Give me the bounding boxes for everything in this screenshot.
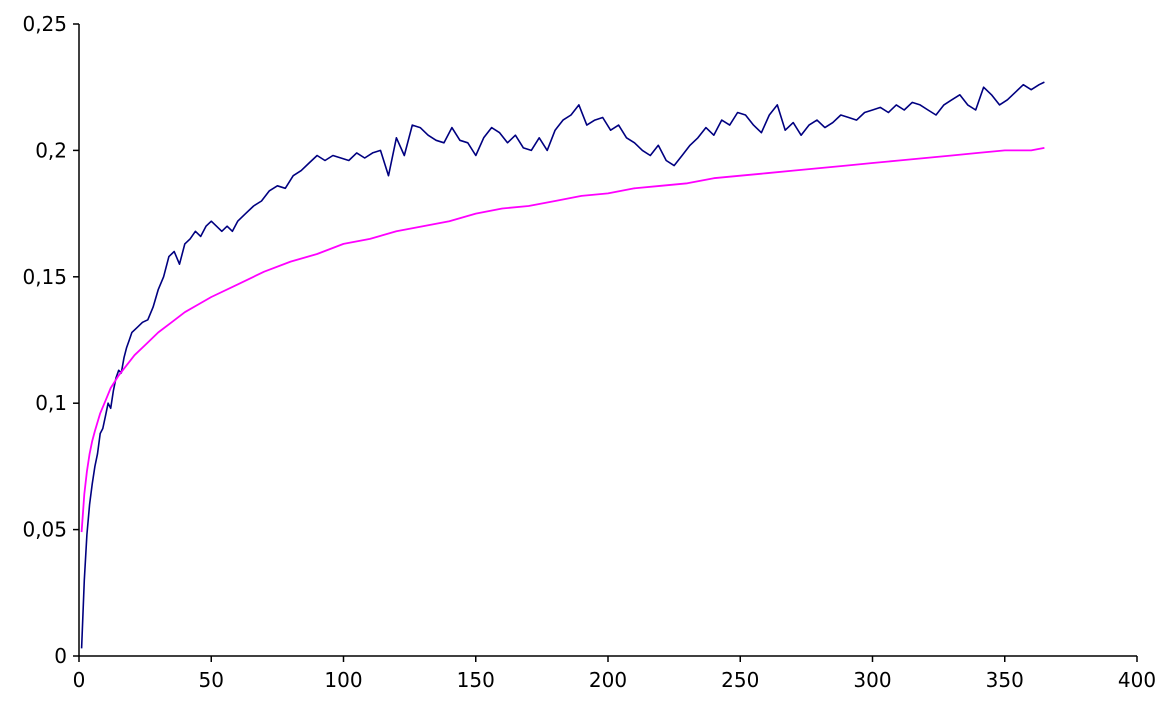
x-tick-label: 0 bbox=[73, 668, 86, 692]
x-tick-label: 150 bbox=[457, 668, 495, 692]
y-tick-label: 0,25 bbox=[22, 12, 67, 36]
x-tick-label: 50 bbox=[199, 668, 224, 692]
series-line-fit bbox=[80, 147, 1045, 533]
x-tick-label: 100 bbox=[324, 668, 362, 692]
y-tick-label: 0,15 bbox=[22, 265, 67, 289]
y-tick-label: 0,05 bbox=[22, 518, 67, 542]
series-line-measured bbox=[80, 81, 1045, 649]
x-tick-label: 400 bbox=[1118, 668, 1156, 692]
x-tick-label: 250 bbox=[721, 668, 759, 692]
x-tick-label: 300 bbox=[853, 668, 891, 692]
y-tick-label: 0 bbox=[54, 644, 67, 668]
x-tick-label: 200 bbox=[589, 668, 627, 692]
y-tick-label: 0,1 bbox=[35, 391, 67, 415]
y-tick-label: 0,2 bbox=[35, 138, 67, 162]
series-group bbox=[80, 81, 1045, 649]
axes: 0 0,05 0,1 0,15 0,2 0,25 0 50 100 150 200 250 300 350… bbox=[22, 12, 1156, 692]
x-tick-label: 350 bbox=[986, 668, 1024, 692]
